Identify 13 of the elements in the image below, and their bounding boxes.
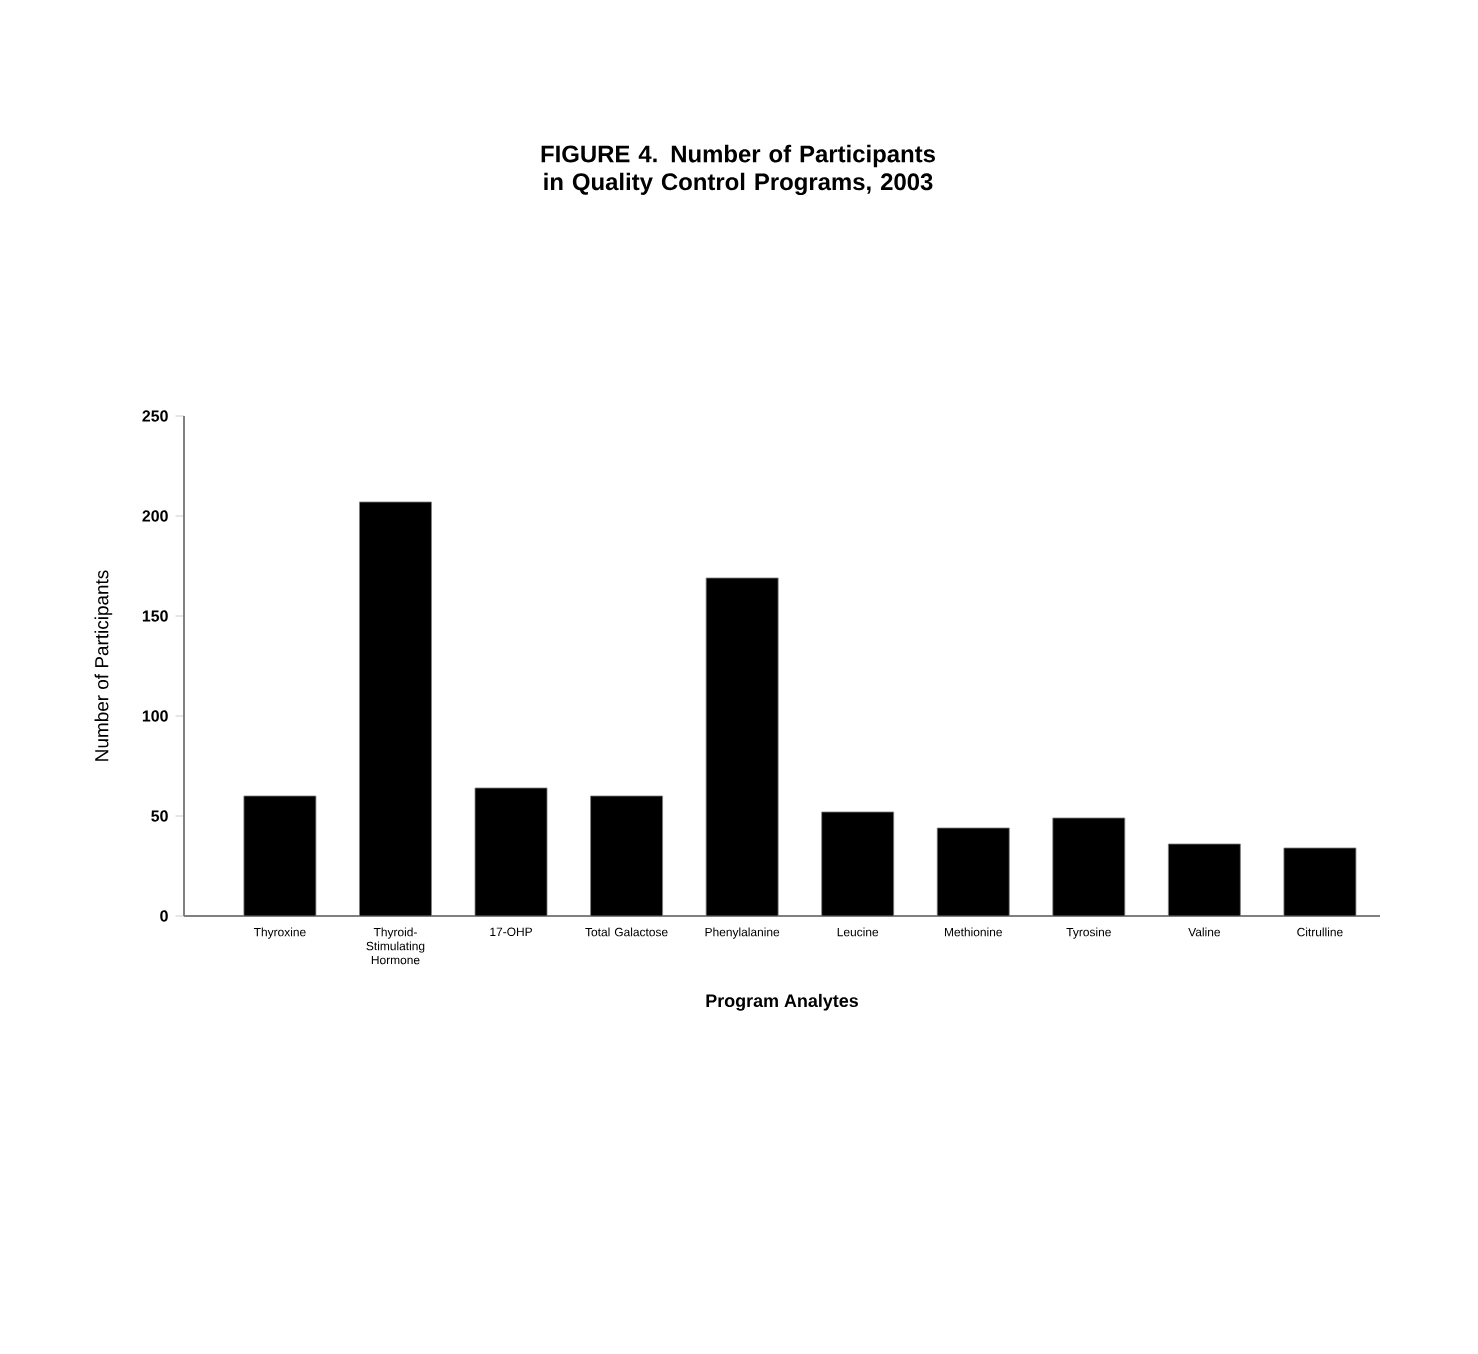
bar xyxy=(821,811,895,916)
x-axis-title: Program Analytes xyxy=(706,993,858,1011)
y-axis-title: Number of Participants xyxy=(94,570,113,761)
bar xyxy=(243,795,317,916)
bar xyxy=(1167,843,1241,916)
bar xyxy=(1052,817,1126,916)
chart-title: FIGURE 4. Number of Participants in Quality Control Programs, 2003 xyxy=(541,144,935,196)
bar xyxy=(936,827,1010,916)
bar xyxy=(705,577,779,916)
bar xyxy=(474,787,548,916)
bar xyxy=(359,501,432,916)
bar xyxy=(590,795,663,916)
bar xyxy=(1283,847,1357,916)
